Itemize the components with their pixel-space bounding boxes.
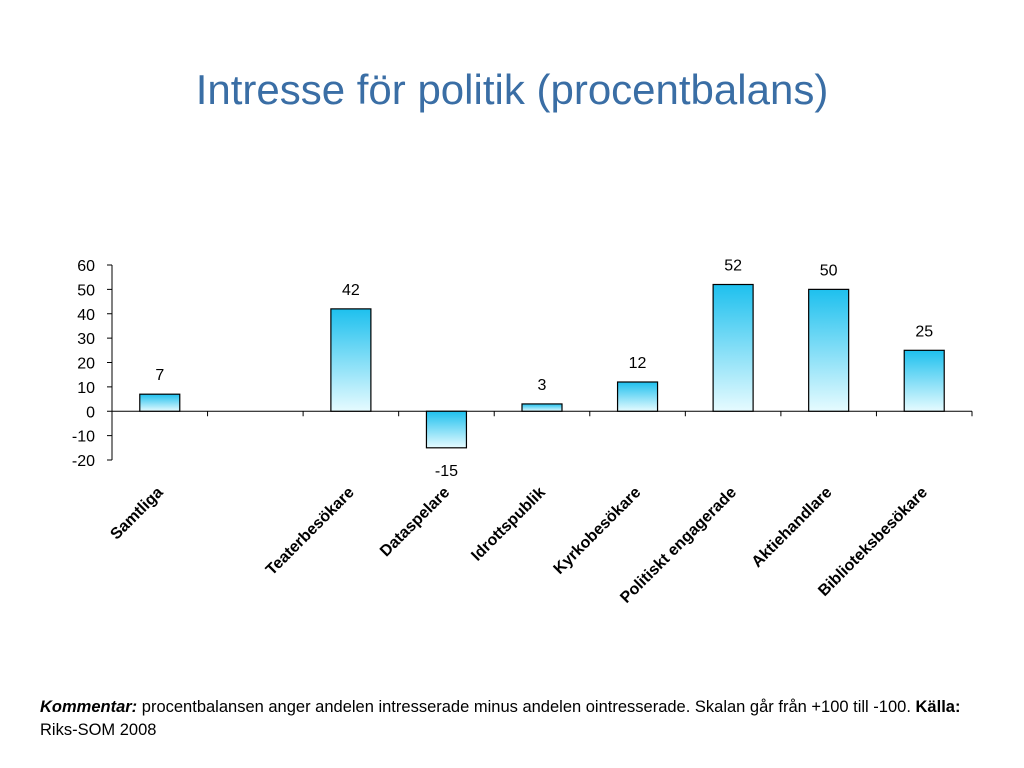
data-label: 3 [538,377,547,394]
bar [330,308,372,412]
y-tick-label: 40 [77,307,95,324]
page-title: Intresse för politik (procentbalans) [195,66,829,113]
bar [712,283,754,412]
y-tick-label: 20 [77,356,95,373]
bar-chart: 60 50 40 30 20 10 0 -10 -20 7 Samtliga 42 Teaterbesö… [72,258,973,607]
y-tick-label: 30 [77,331,95,348]
data-label: 7 [155,367,164,384]
y-tick-label: 60 [77,258,95,275]
bar [616,381,659,412]
comment-text: procentbalansen anger andelen intressera… [141,698,911,716]
data-label: 52 [724,258,742,275]
bar [139,393,181,412]
x-category-label: Biblioteksbesökare [815,484,931,600]
data-label: 25 [915,323,933,340]
source-text: Riks-SOM 2008 [40,721,157,739]
comment-label: Kommentar: [40,698,138,716]
x-category-label: Kyrkobesökare [551,484,645,578]
bar [903,349,945,412]
bar [425,410,468,449]
y-tick-label: 10 [77,380,95,397]
comment-note: Kommentar: procentbalansen anger andelen… [40,696,980,742]
x-category-label: Dataspelare [377,484,453,560]
x-category-label: Teaterbesökare [263,484,358,579]
data-label: -15 [435,463,458,480]
data-label: 12 [629,355,647,372]
bar [808,288,850,412]
x-category-label: Aktiehandlare [749,484,836,571]
data-label: 50 [820,262,838,279]
y-tick-label: -10 [72,429,95,446]
y-tick-label: 0 [86,404,95,421]
x-category-label: Samtliga [107,484,166,543]
source-label: Källa: [915,698,961,716]
x-category-label: Idrottspublik [468,484,549,565]
data-label: 42 [342,282,360,299]
y-tick-label: -20 [72,453,95,470]
y-tick-label: 50 [77,282,95,299]
bar [521,403,563,412]
